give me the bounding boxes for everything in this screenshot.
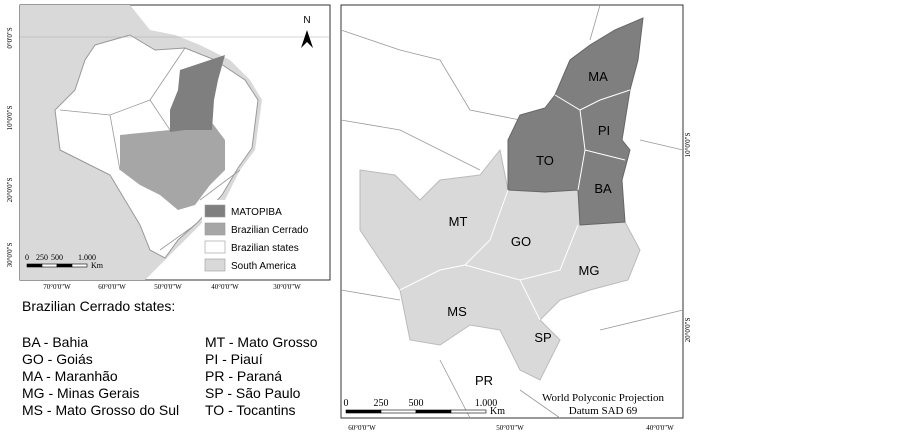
legend-swatch bbox=[204, 204, 226, 218]
scale-label: 500 bbox=[409, 398, 424, 409]
lat-label: 0°0'0"S bbox=[6, 27, 14, 48]
scale-bar bbox=[345, 409, 382, 414]
scale-bar bbox=[26, 263, 43, 268]
scale-bar bbox=[380, 409, 417, 414]
scale-label: 0 bbox=[344, 398, 349, 409]
legend-swatch bbox=[204, 222, 226, 236]
scale-unit: Km bbox=[91, 261, 104, 270]
state-item: MT - Mato Grosso bbox=[205, 334, 318, 350]
detail-map bbox=[340, 4, 684, 419]
lat-label: 20°0'0"S bbox=[684, 317, 692, 342]
region-label: TO bbox=[536, 153, 554, 168]
region-label: SP bbox=[534, 330, 551, 345]
state-item: SP - São Paulo bbox=[205, 385, 301, 401]
scale-label: 1.000 bbox=[78, 253, 96, 262]
projection: World Polyconic Projection bbox=[542, 392, 664, 404]
scale-bar bbox=[56, 263, 73, 268]
scale-label: 1.000 bbox=[475, 398, 498, 409]
scale-label: 500 bbox=[51, 253, 63, 262]
region-label: MA bbox=[588, 69, 608, 84]
lat-label: 10°0'0"S bbox=[684, 132, 692, 157]
region-label: MS bbox=[447, 304, 467, 319]
region-label: PI bbox=[598, 123, 610, 138]
region-label: MG bbox=[579, 263, 600, 278]
lon-label: 70°0'0"W bbox=[43, 283, 71, 291]
lon-label: 50°0'0"W bbox=[496, 424, 524, 432]
scale-label: 0 bbox=[25, 253, 29, 262]
cerrado bbox=[120, 110, 225, 210]
legend-swatch bbox=[204, 258, 226, 272]
legend-swatch bbox=[204, 240, 226, 254]
datum: Datum SAD 69 bbox=[569, 405, 638, 417]
north-label: N bbox=[303, 15, 310, 26]
region-label: GO bbox=[511, 234, 531, 249]
state-borders bbox=[399, 89, 631, 321]
state-item: PR - Paraná bbox=[205, 368, 282, 384]
overview-map: N bbox=[19, 4, 331, 281]
scale-label: 250 bbox=[36, 253, 48, 262]
scale-bar bbox=[41, 263, 58, 268]
matopiba bbox=[170, 55, 225, 132]
legend-label: MATOPIBA bbox=[231, 207, 282, 218]
scale-bar bbox=[450, 409, 487, 414]
lon-label: 30°0'0"W bbox=[273, 283, 301, 291]
scale-unit: Km bbox=[490, 406, 505, 417]
lon-label: 40°0'0"W bbox=[646, 424, 674, 432]
legend-label: South America bbox=[231, 261, 296, 272]
scale-bar bbox=[415, 409, 452, 414]
legend-label: Brazilian Cerrado bbox=[231, 225, 309, 236]
lon-label: 40°0'0"W bbox=[211, 283, 239, 291]
state-item: MG - Minas Gerais bbox=[22, 385, 139, 401]
country-borders bbox=[340, 4, 684, 419]
scale-label: 250 bbox=[374, 398, 389, 409]
state-item: BA - Bahia bbox=[22, 334, 88, 350]
region-label: MT bbox=[449, 214, 468, 229]
lat-label: 30°0'0"S bbox=[6, 242, 14, 267]
list-title: Brazilian Cerrado states: bbox=[22, 298, 175, 314]
lon-label: 50°0'0"W bbox=[154, 283, 182, 291]
lat-label: 10°0'0"S bbox=[6, 105, 14, 130]
state-borders bbox=[59, 47, 241, 251]
region-label: PR bbox=[475, 373, 493, 388]
lat-label: 20°0'0"S bbox=[6, 177, 14, 202]
state-item: GO - Goiás bbox=[22, 351, 93, 367]
lon-label: 60°0'0"W bbox=[348, 424, 376, 432]
state-item: PI - Piauí bbox=[205, 351, 263, 367]
lon-label: 60°0'0"W bbox=[98, 283, 126, 291]
state-item: MS - Mato Grosso do Sul bbox=[22, 402, 179, 418]
region-label: BA bbox=[594, 181, 612, 196]
cerrado bbox=[359, 148, 641, 381]
state-item: TO - Tocantins bbox=[205, 402, 296, 418]
scale-bar bbox=[71, 263, 88, 268]
state-item: MA - Maranhão bbox=[22, 368, 118, 384]
north-arrow bbox=[301, 30, 313, 48]
legend-label: Brazilian states bbox=[231, 243, 299, 254]
